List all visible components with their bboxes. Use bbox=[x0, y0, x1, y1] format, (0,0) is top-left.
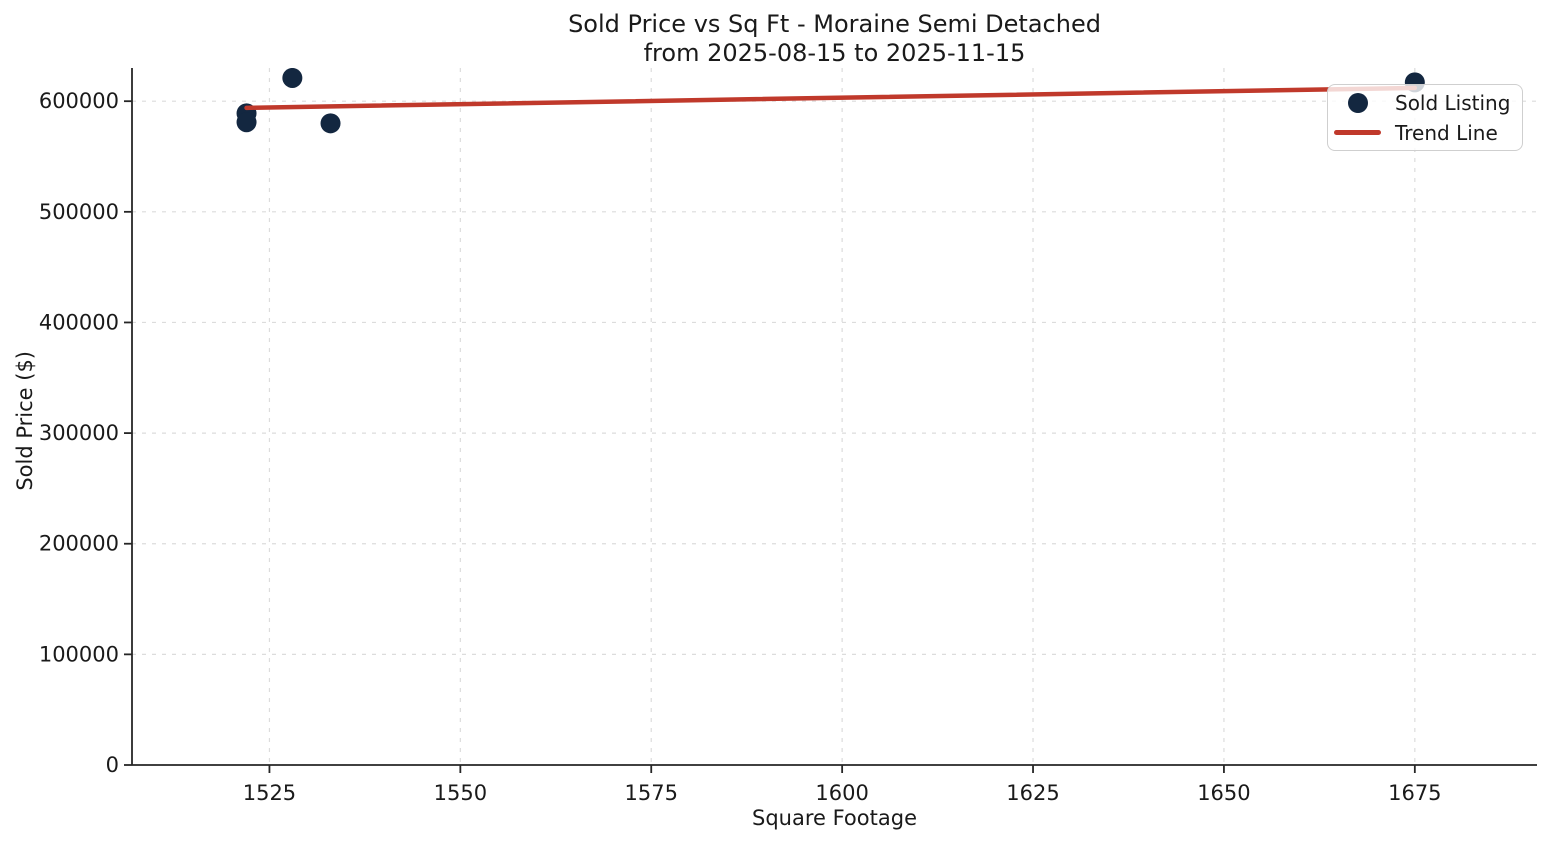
y-tick-label: 600000 bbox=[39, 89, 119, 113]
legend-label: Sold Listing bbox=[1395, 90, 1511, 115]
chart-title-line1: Sold Price vs Sq Ft - Moraine Semi Detac… bbox=[568, 10, 1101, 38]
y-tick-label: 400000 bbox=[39, 310, 119, 334]
x-tick-label: 1525 bbox=[243, 781, 296, 805]
y-tick-label: 200000 bbox=[39, 532, 119, 556]
trend-line-icon bbox=[1334, 130, 1381, 135]
chart-title-line2: from 2025-08-15 to 2025-11-15 bbox=[643, 39, 1026, 67]
scatter-point bbox=[320, 113, 341, 134]
legend-label: Trend Line bbox=[1395, 120, 1498, 145]
y-tick-label: 100000 bbox=[39, 642, 119, 666]
legend-row: Sold Listing bbox=[1334, 88, 1522, 117]
y-tick-label: 300000 bbox=[39, 421, 119, 445]
chart-title: Sold Price vs Sq Ft - Moraine Semi Detac… bbox=[132, 10, 1537, 68]
sold-listing-dot-icon bbox=[1347, 92, 1368, 113]
x-tick-label: 1675 bbox=[1388, 781, 1441, 805]
legend-marker-cell bbox=[1334, 130, 1381, 135]
legend-marker-cell bbox=[1334, 92, 1381, 113]
x-tick-label: 1625 bbox=[1006, 781, 1059, 805]
legend-row: Trend Line bbox=[1334, 118, 1522, 147]
x-tick-label: 1575 bbox=[625, 781, 678, 805]
y-tick-label: 500000 bbox=[39, 200, 119, 224]
legend: Sold Listing Trend Line bbox=[1327, 84, 1523, 151]
trend-line bbox=[244, 85, 1418, 111]
x-tick-label: 1650 bbox=[1197, 781, 1250, 805]
scatter-point bbox=[282, 68, 303, 88]
scatter-point bbox=[236, 112, 257, 133]
y-axis-label-wrap: Sold Price ($) bbox=[10, 221, 40, 621]
x-axis-label: Square Footage bbox=[752, 806, 917, 830]
y-axis-label: Sold Price ($) bbox=[13, 351, 37, 491]
y-tick-label: 0 bbox=[106, 753, 119, 777]
x-tick-label: 1600 bbox=[815, 781, 868, 805]
x-tick-label: 1550 bbox=[434, 781, 487, 805]
